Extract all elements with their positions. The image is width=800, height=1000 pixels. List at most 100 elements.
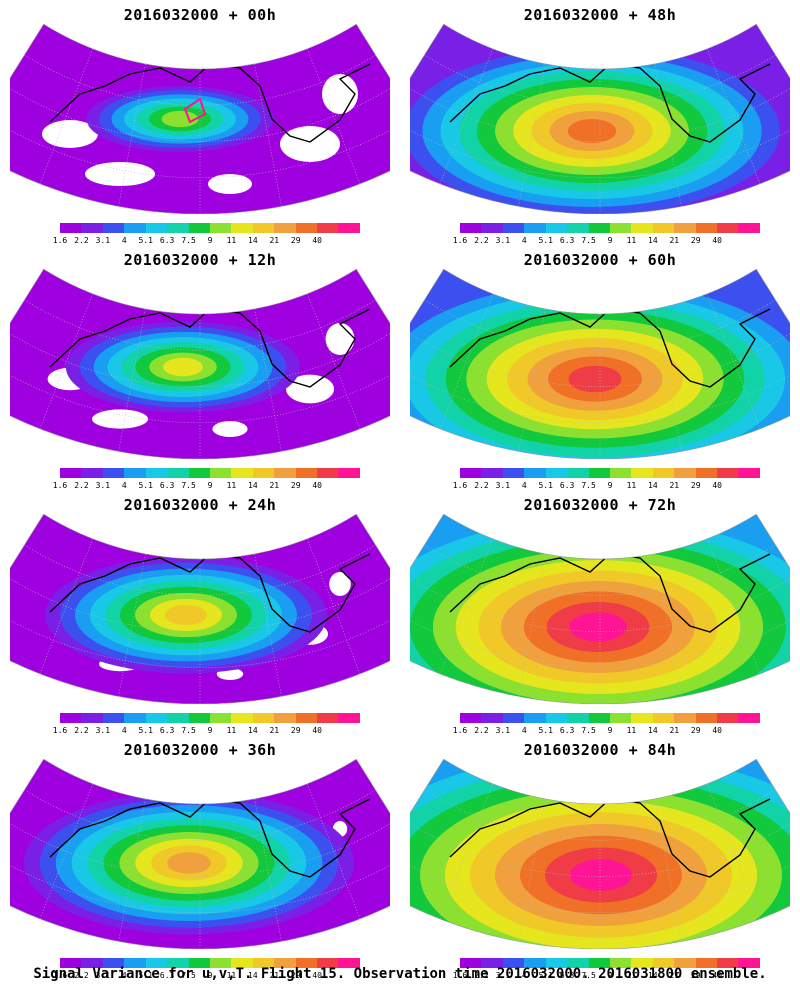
- longitude-line: [654, 308, 682, 452]
- longitude-line: [118, 63, 146, 207]
- colorbar-tick-label: 6.3: [159, 971, 175, 980]
- colorbar-labels: 1.6 2.2 3.1 4 5.1 6.3 7.5 9 11 14 21 29 40: [53, 236, 360, 246]
- colorbar-tick-label: 14: [648, 971, 658, 980]
- map-border: [410, 24, 790, 214]
- field-layer: [10, 24, 390, 214]
- low-variance-patch: [42, 120, 98, 148]
- colorbar-tick-label: 21: [269, 236, 280, 245]
- panel-84h: 2016032000 + 84h 1.6 2.2 3.1 4 5.1 6.3 7.5 9 11 1…: [400, 735, 800, 980]
- field-layer: [410, 514, 790, 704]
- colorbar-segment: [124, 958, 146, 968]
- colorbar-segment: [102, 958, 125, 968]
- colorbar-tick-label: 40: [712, 236, 722, 245]
- latitude-line: [24, 544, 376, 596]
- colorbar-segment: [209, 713, 232, 723]
- longitude-line: [439, 538, 493, 674]
- latitude-line: [10, 88, 390, 142]
- colorbar-segment: [60, 713, 82, 723]
- colorbar-labels: 1.6 2.2 3.1 4 5.1 6.3 7.5 9 11 14 21 29 40: [453, 236, 760, 246]
- longitude-line: [307, 293, 361, 429]
- colorbar-tick-label: 29: [690, 726, 701, 735]
- colorbar-segment: [274, 958, 296, 968]
- colorbar-tick-label: 6.3: [159, 481, 175, 490]
- colorbar-tick-label: 29: [290, 726, 301, 735]
- colorbar-tick-label: 7.5: [581, 726, 596, 735]
- coastline: [49, 553, 371, 633]
- colorbar-segment: [652, 958, 675, 968]
- colorbar-tick-label: 29: [290, 971, 301, 980]
- colorbar-segment: [545, 468, 568, 478]
- figure-caption: Signal Variance for u,v,T. Flight 15. Ob…: [33, 966, 767, 982]
- colorbar-tick-label: 3.1: [95, 236, 111, 245]
- longitude-line: [707, 538, 761, 674]
- colorbar-tick-label: 11: [626, 236, 637, 245]
- coastline: [49, 63, 371, 143]
- colorbar-segment: [295, 713, 318, 723]
- colorbar-tick-label: 7.5: [181, 726, 196, 735]
- variance-map: [410, 514, 790, 704]
- longitude-line: [654, 553, 682, 697]
- colorbar-tick-label: 2.2: [474, 971, 489, 980]
- colorbar-tick-label: 40: [312, 726, 322, 735]
- coastline: [449, 798, 771, 878]
- colorbar-segment: [60, 468, 82, 478]
- colorbar-tick-label: 40: [712, 971, 722, 980]
- colorbar-segment: [717, 958, 739, 968]
- panel-title: 2016032000 + 00h: [123, 6, 277, 24]
- longitude-line: [118, 308, 146, 452]
- longitude-line: [39, 48, 93, 184]
- panel-48h: 2016032000 + 48h 1.6 2.2 3.1 4 5.1 6.3 7.5 9 11 1…: [400, 0, 800, 245]
- longitude-line: [654, 798, 682, 942]
- longitude-line: [307, 538, 361, 674]
- coastline: [49, 308, 371, 388]
- colorbar-segment: [524, 713, 546, 723]
- colorbar-tick-label: 7.5: [581, 236, 596, 245]
- field-layer: [10, 269, 390, 459]
- colorbar-segment: [252, 713, 275, 723]
- variance-contour: [570, 859, 632, 891]
- colorbar-segment: [460, 713, 482, 723]
- colorbar-segment: [60, 958, 82, 968]
- variance-contour: [161, 110, 199, 128]
- map-border: [10, 759, 390, 949]
- colorbar-tick-label: 11: [226, 971, 237, 980]
- variance-map: [10, 514, 390, 704]
- colorbar-segment: [338, 958, 360, 968]
- colorbar-segment: [231, 468, 253, 478]
- colorbar-segment: [317, 468, 339, 478]
- colorbar-tick-label: 3.1: [495, 481, 511, 490]
- colorbar-segment: [338, 223, 360, 233]
- colorbar-tick-label: 6.3: [159, 726, 175, 735]
- colorbar-tick-label: 9: [207, 236, 213, 245]
- colorbar-tick-label: 2.2: [74, 971, 89, 980]
- colorbar-tick-label: 7.5: [581, 481, 596, 490]
- colorbar-segment: [652, 713, 675, 723]
- colorbar-segment: [738, 958, 760, 968]
- colorbar-segment: [460, 958, 482, 968]
- longitude-line: [254, 798, 282, 942]
- colorbar-segment: [124, 468, 146, 478]
- longitude-line: [518, 308, 546, 452]
- latitude-line: [10, 578, 390, 632]
- colorbar-segment: [567, 468, 589, 478]
- colorbar-segment: [545, 958, 568, 968]
- colorbar-segment: [567, 958, 589, 968]
- colorbar-tick-label: 5.1: [538, 971, 553, 980]
- colorbar-segment: [295, 468, 318, 478]
- colorbar-segment: [338, 713, 360, 723]
- colorbar-segment: [188, 958, 210, 968]
- colorbar-segment: [102, 223, 125, 233]
- latitude-line: [10, 333, 390, 387]
- coastline: [449, 308, 771, 388]
- panel-00h: 2016032000 + 00h 1.6 2.2 3.1 4 5.1 6.3 7.5 9 11 1…: [0, 0, 400, 245]
- colorbar-segment: [124, 713, 146, 723]
- colorbar: [60, 958, 360, 970]
- colorbar-tick-label: 14: [248, 236, 258, 245]
- colorbar-segment: [145, 958, 168, 968]
- colorbar-segment: [317, 713, 339, 723]
- latitude-line: [424, 54, 776, 106]
- colorbar-segment: [102, 713, 125, 723]
- colorbar-segment: [188, 713, 210, 723]
- colorbar-tick-label: 3.1: [495, 726, 511, 735]
- colorbar-tick-label: 6.3: [559, 236, 575, 245]
